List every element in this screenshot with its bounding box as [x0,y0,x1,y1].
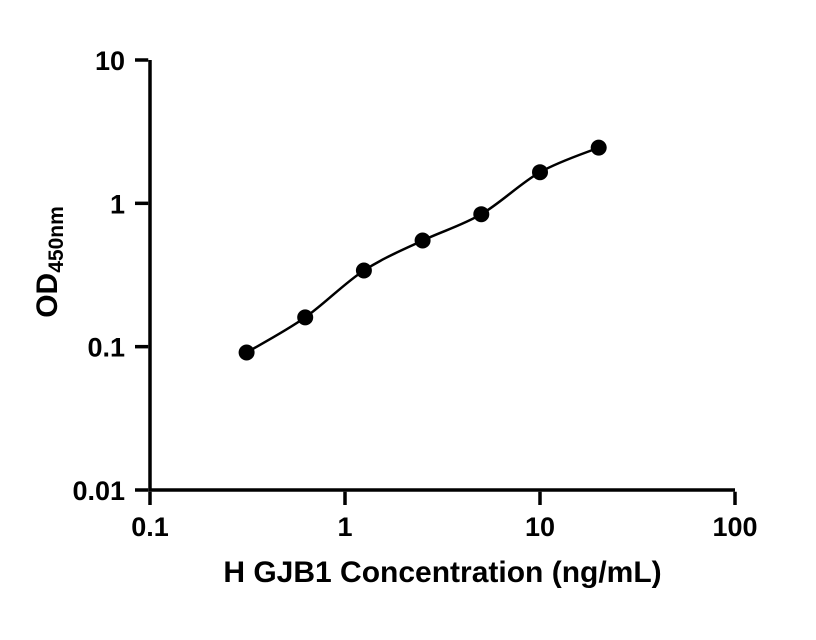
x-tick-label: 0.1 [131,512,169,542]
x-tick-label: 100 [712,512,757,542]
x-tick-label: 1 [337,512,352,542]
y-tick-label: 10 [95,46,125,76]
x-tick-label: 10 [525,512,555,542]
y-axis-title: OD450nm [28,112,68,412]
y-axis-title-main: OD [31,272,64,318]
y-axis-title-sub: 450nm [45,206,68,273]
data-point [473,206,490,223]
y-tick-label: 0.01 [72,476,125,506]
y-tick-label: 1 [110,189,125,219]
data-point [238,344,255,361]
axes-lines [148,60,735,492]
data-point [414,232,431,249]
x-axis-title: H GJB1 Concentration (ng/mL) [223,556,662,589]
data-point [355,262,372,279]
data-point [532,164,548,181]
data-point [590,139,607,156]
y-tick-label: 0.1 [87,333,125,363]
data-point [297,309,314,326]
